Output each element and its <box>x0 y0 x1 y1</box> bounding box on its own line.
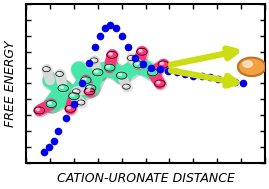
Circle shape <box>77 100 85 105</box>
Circle shape <box>128 56 135 61</box>
Circle shape <box>104 64 115 71</box>
Circle shape <box>65 105 76 112</box>
Circle shape <box>116 72 127 79</box>
Circle shape <box>71 94 74 96</box>
Y-axis label: FREE ENERGY: FREE ENERGY <box>4 40 17 127</box>
Circle shape <box>129 57 131 58</box>
Circle shape <box>43 67 50 72</box>
Circle shape <box>155 80 165 87</box>
Circle shape <box>46 101 56 108</box>
Circle shape <box>74 90 76 91</box>
Circle shape <box>93 69 103 76</box>
Circle shape <box>87 86 91 88</box>
Circle shape <box>160 62 164 65</box>
Circle shape <box>238 58 266 76</box>
Circle shape <box>57 72 60 74</box>
Circle shape <box>67 107 70 109</box>
Circle shape <box>119 74 122 76</box>
Circle shape <box>90 58 98 63</box>
Circle shape <box>60 86 63 88</box>
Circle shape <box>150 70 153 73</box>
Circle shape <box>56 71 63 77</box>
Circle shape <box>243 61 252 67</box>
Circle shape <box>137 48 147 55</box>
Circle shape <box>158 61 169 68</box>
Circle shape <box>84 88 95 95</box>
Circle shape <box>107 66 110 68</box>
Circle shape <box>86 89 90 91</box>
Circle shape <box>81 77 91 84</box>
Circle shape <box>135 62 139 65</box>
Circle shape <box>44 68 47 69</box>
Circle shape <box>109 53 112 55</box>
X-axis label: CATION-URONATE DISTANCE: CATION-URONATE DISTANCE <box>56 172 235 185</box>
Circle shape <box>36 108 40 111</box>
Circle shape <box>157 81 160 84</box>
Circle shape <box>123 84 130 89</box>
Circle shape <box>133 61 144 68</box>
Circle shape <box>48 102 51 104</box>
Circle shape <box>83 78 86 81</box>
Circle shape <box>92 59 94 61</box>
Circle shape <box>147 69 158 76</box>
Circle shape <box>72 89 80 94</box>
Circle shape <box>139 50 142 52</box>
Circle shape <box>124 85 127 87</box>
Circle shape <box>69 93 79 100</box>
Circle shape <box>58 85 68 92</box>
Circle shape <box>34 107 45 114</box>
Circle shape <box>79 101 81 103</box>
Circle shape <box>107 51 117 58</box>
Circle shape <box>95 70 98 73</box>
Circle shape <box>85 85 96 92</box>
